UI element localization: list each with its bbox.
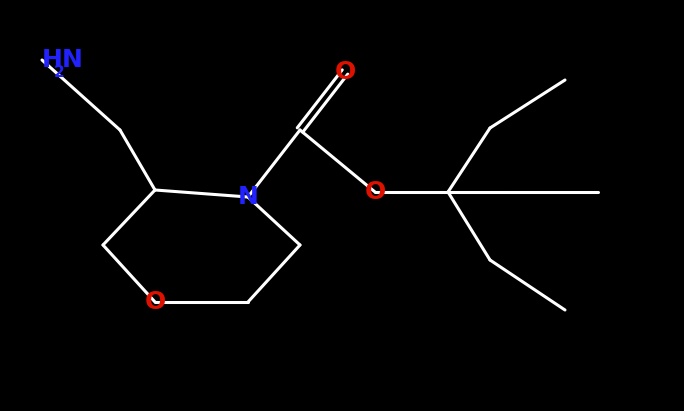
Text: 2: 2 — [54, 65, 65, 80]
Text: N: N — [237, 185, 259, 209]
Text: O: O — [334, 60, 356, 84]
Text: N: N — [62, 48, 83, 72]
Text: H: H — [42, 48, 63, 72]
Text: O: O — [365, 180, 386, 204]
Text: O: O — [144, 290, 166, 314]
